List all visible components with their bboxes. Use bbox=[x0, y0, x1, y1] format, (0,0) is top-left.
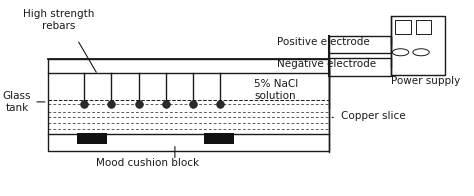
Text: Mood cushion block: Mood cushion block bbox=[96, 158, 199, 168]
Bar bbox=[204, 133, 234, 144]
Bar bbox=[329, 58, 391, 76]
Text: High strength
rebars: High strength rebars bbox=[23, 9, 95, 31]
Bar bbox=[77, 133, 107, 144]
Text: Glass
tank: Glass tank bbox=[2, 91, 31, 113]
Text: 5% NaCl
solution: 5% NaCl solution bbox=[255, 79, 299, 101]
Text: Positive electrode: Positive electrode bbox=[277, 37, 370, 47]
Bar bbox=[48, 59, 329, 151]
Text: Negative electrode: Negative electrode bbox=[277, 59, 376, 69]
Bar bbox=[416, 20, 431, 34]
Bar bbox=[395, 20, 411, 34]
Bar bbox=[391, 16, 445, 75]
Bar bbox=[329, 36, 391, 53]
Text: Power supply: Power supply bbox=[391, 76, 460, 86]
Text: Copper slice: Copper slice bbox=[341, 112, 405, 122]
